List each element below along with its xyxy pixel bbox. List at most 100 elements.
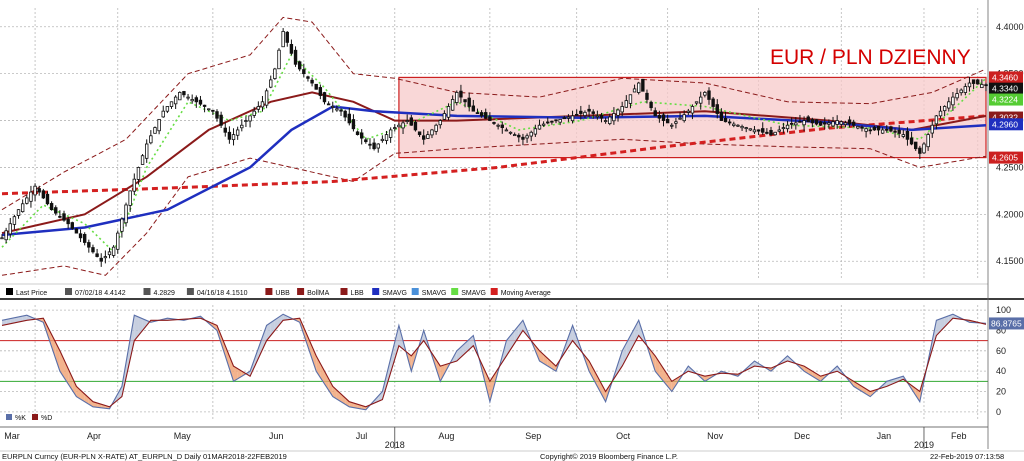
candle-body — [49, 203, 54, 211]
candle-body — [314, 83, 318, 90]
candle-body — [74, 228, 79, 234]
stoch-fill-segment — [328, 378, 333, 397]
candle-body — [595, 115, 600, 118]
candle-body — [393, 127, 397, 129]
candle-body — [37, 188, 41, 193]
candle-body — [529, 131, 533, 137]
stoch-fill-segment — [671, 378, 676, 392]
candle-body — [12, 216, 17, 225]
candle-body — [612, 113, 616, 122]
candle-body — [942, 106, 947, 112]
stoch-fill-segment — [394, 325, 399, 360]
candle-body — [231, 134, 236, 141]
stoch-fill-segment — [225, 345, 230, 369]
candle-body — [331, 106, 335, 108]
candle-body — [128, 190, 132, 206]
x-month-label: Aug — [438, 431, 454, 441]
footer-left: EURPLN Curncy (EUR-PLN X-RATE) AT_EURPLN… — [2, 452, 287, 461]
candle-body — [868, 129, 872, 132]
stoch-fill-segment — [638, 320, 643, 341]
stoch-fill-segment — [233, 366, 238, 382]
candle-body — [326, 103, 331, 106]
candle-body — [744, 127, 748, 129]
candle-body — [831, 121, 835, 127]
candle-body — [847, 119, 852, 125]
candle-body — [880, 129, 885, 134]
candle-body — [244, 120, 248, 122]
candle-body — [186, 96, 190, 99]
legend-entry: 4.2829 — [154, 290, 176, 297]
price-tag-bg — [989, 151, 1023, 164]
candle-body — [116, 232, 120, 250]
candle-body — [851, 121, 856, 126]
candle-body — [624, 100, 629, 108]
legend-swatch — [65, 288, 72, 295]
stoch-fill-segment — [324, 371, 329, 391]
candle-body — [967, 82, 972, 88]
candle-body — [823, 122, 827, 125]
candle-body — [765, 131, 769, 134]
stoch-legend-swatch — [32, 414, 38, 420]
candle-body — [277, 49, 281, 70]
stoch-fill-segment — [10, 317, 15, 324]
candle-body — [446, 106, 451, 118]
stoch-fill-segment — [254, 348, 259, 368]
legend-swatch — [265, 288, 273, 295]
stoch-fill-segment — [142, 318, 147, 331]
candle-body — [971, 79, 976, 84]
stoch-fill-segment — [2, 319, 7, 326]
stoch-fill-segment — [866, 388, 871, 397]
price-tag-bg — [989, 82, 1023, 95]
legend-swatch — [411, 288, 419, 295]
candle-body — [198, 99, 203, 105]
price-tag-label: 4.2960 — [992, 119, 1018, 129]
candle-body — [637, 82, 641, 93]
candle-body — [719, 111, 724, 121]
x-month-label: Feb — [951, 431, 967, 441]
candle-body — [583, 111, 587, 116]
candle-body — [934, 115, 939, 125]
stoch-fill-segment — [754, 360, 759, 367]
x-month-label: Jul — [356, 431, 368, 441]
candle-body — [293, 49, 298, 65]
candle-body — [587, 108, 591, 112]
candle-body — [215, 111, 219, 119]
stoch-fill-segment — [589, 360, 594, 379]
candle-body — [25, 197, 29, 204]
candle-body — [885, 128, 889, 131]
candle-body — [0, 237, 4, 240]
candle-body — [252, 110, 256, 116]
candle-body — [78, 233, 83, 239]
candle-body — [8, 223, 12, 235]
candle-body — [608, 116, 612, 125]
stoch-d-line — [1, 317, 987, 408]
candle-body — [269, 79, 273, 88]
candle-body — [616, 109, 620, 116]
candle-body — [761, 128, 765, 133]
legend-entry: BollMA — [307, 290, 330, 297]
stoch-fill-segment — [307, 337, 313, 359]
candle-body — [227, 131, 232, 140]
candle-body — [810, 119, 815, 124]
candle-body — [297, 61, 302, 70]
stoch-fill-segment — [948, 314, 953, 323]
candle-body — [339, 109, 343, 112]
stoch-fill-segment — [22, 315, 27, 322]
stoch-fill-segment — [572, 325, 577, 346]
candle-body — [678, 117, 682, 120]
candle-body — [91, 247, 95, 253]
stoch-y-tick-label: 60 — [996, 346, 1006, 356]
stoch-fill-segment — [378, 391, 383, 402]
candle-body — [306, 76, 310, 79]
legend-swatch — [490, 288, 498, 295]
x-month-label: Mar — [4, 431, 20, 441]
candle-body — [58, 215, 62, 218]
candle-body — [145, 143, 149, 159]
candle-body — [45, 193, 50, 205]
legend-swatch — [297, 288, 305, 295]
candle-body — [699, 96, 703, 104]
candle-body — [157, 118, 161, 132]
candle-body — [703, 92, 707, 96]
candle-body — [66, 219, 70, 225]
